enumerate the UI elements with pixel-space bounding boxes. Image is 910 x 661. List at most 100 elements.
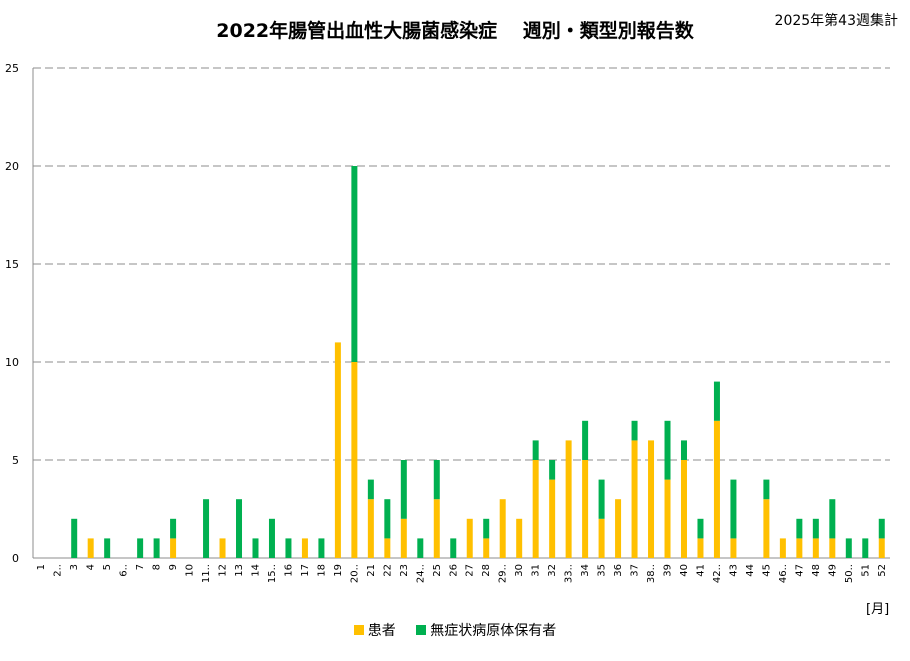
x-tick-label: 34 xyxy=(580,564,591,577)
bar-carrier-13 xyxy=(236,499,243,558)
bar-carrier-18 xyxy=(318,538,325,558)
aggregation-note: 2025年第43週集計 xyxy=(774,13,898,29)
x-tick-label: 25 xyxy=(432,564,443,577)
bar-carrier-37 xyxy=(631,420,638,441)
x-tick-label: 7 xyxy=(135,564,146,570)
x-tick-label: 37 xyxy=(630,564,641,577)
x-tick-label: 38.. xyxy=(646,564,657,583)
bar-carrier-15 xyxy=(268,518,275,558)
legend-swatch-carrier xyxy=(416,625,427,635)
x-tick-label: 41 xyxy=(695,564,706,577)
y-tick-label: 25 xyxy=(5,62,19,75)
x-tick-label: 52 xyxy=(877,564,888,577)
bar-patient-20 xyxy=(351,362,358,558)
x-tick-label: 40 xyxy=(679,564,690,577)
x-tick-label: 8 xyxy=(152,564,163,570)
x-tick-label: 16 xyxy=(283,564,294,577)
x-tick-label: 42.. xyxy=(712,564,723,583)
x-tick-label: 44 xyxy=(745,564,756,577)
x-tick-label: 18 xyxy=(316,564,327,577)
x-tick-label: 11.. xyxy=(201,564,212,583)
bar-patient-21 xyxy=(367,499,374,558)
bar-carrier-48 xyxy=(812,518,819,539)
bar-patient-48 xyxy=(812,538,819,558)
legend-label-carrier: 無症状病原体保有者 xyxy=(430,623,557,639)
x-tick-label: 17 xyxy=(300,564,311,577)
x-tick-label: 12 xyxy=(218,564,229,577)
bar-patient-39 xyxy=(664,479,671,558)
grid-layer: 0 5 10 15 20 25 xyxy=(5,62,890,565)
x-tick-label: 43 xyxy=(728,564,739,577)
y-tick-label: 5 xyxy=(12,454,19,467)
x-tick-label: 26 xyxy=(448,564,459,577)
bar-patient-17 xyxy=(301,538,308,558)
x-tick-label: 20.. xyxy=(349,564,360,583)
bar-carrier-7 xyxy=(137,538,144,558)
bar-carrier-39 xyxy=(664,420,671,480)
bar-carrier-21 xyxy=(367,479,374,500)
bar-patient-36 xyxy=(615,499,622,558)
x-axis-unit: [月] xyxy=(866,602,890,617)
bar-patient-40 xyxy=(680,460,687,558)
y-tick-label: 0 xyxy=(12,552,19,565)
bar-patient-25 xyxy=(433,499,440,558)
y-tick-label: 15 xyxy=(5,258,19,271)
bar-carrier-45 xyxy=(763,479,770,500)
bar-patient-29 xyxy=(499,499,506,558)
bar-carrier-24 xyxy=(417,538,424,558)
bar-carrier-35 xyxy=(598,479,605,519)
x-tick-label: 2.. xyxy=(53,564,64,577)
x-tick-label: 13 xyxy=(234,564,245,577)
ticks-layer: 1 2.. 3 4 5 6.. 7 8 9 10 11.. 12 13 14 15.. 16 17 18 19 20.… xyxy=(36,564,888,583)
x-tick-label: 46.. xyxy=(778,564,789,583)
x-tick-label: 27 xyxy=(465,564,476,577)
bar-patient-45 xyxy=(763,499,770,558)
x-tick-label: 3 xyxy=(69,564,80,570)
bars-layer xyxy=(71,166,885,558)
legend-label-patient: 患者 xyxy=(367,623,396,639)
bar-carrier-51 xyxy=(862,538,869,558)
legend-item-patient: 患者 xyxy=(353,620,396,640)
bar-patient-33 xyxy=(565,440,572,558)
bar-carrier-52 xyxy=(878,518,885,539)
bar-patient-47 xyxy=(796,538,803,558)
bar-patient-32 xyxy=(549,479,556,558)
y-tick-label: 10 xyxy=(5,356,19,369)
x-tick-label: 30 xyxy=(514,564,525,577)
bar-patient-37 xyxy=(631,440,638,558)
x-tick-label: 14 xyxy=(250,564,261,577)
bar-carrier-41 xyxy=(697,518,704,539)
x-tick-label: 5 xyxy=(102,564,113,570)
bar-patient-30 xyxy=(516,518,523,558)
x-tick-label: 10 xyxy=(185,564,196,577)
x-tick-label: 1 xyxy=(36,564,47,570)
bar-carrier-9 xyxy=(170,518,177,539)
chart-title: 2022年腸管出血性大腸菌感染症 週別・類型別報告数 xyxy=(216,20,694,42)
x-tick-label: 45 xyxy=(761,564,772,577)
x-tick-label: 29.. xyxy=(498,564,509,583)
x-tick-label: 31 xyxy=(531,564,542,577)
x-tick-label: 22 xyxy=(382,564,393,577)
bar-carrier-40 xyxy=(680,440,687,460)
bar-carrier-28 xyxy=(483,518,490,539)
x-tick-label: 28 xyxy=(481,564,492,577)
bar-carrier-11 xyxy=(203,499,210,558)
bar-carrier-5 xyxy=(104,538,111,558)
bar-carrier-31 xyxy=(532,440,539,460)
bar-patient-34 xyxy=(582,460,589,558)
x-tick-label: 47 xyxy=(794,564,805,577)
bar-patient-9 xyxy=(170,538,177,558)
x-tick-label: 36 xyxy=(613,564,624,577)
x-tick-label: 24.. xyxy=(415,564,426,583)
bar-patient-28 xyxy=(483,538,490,558)
x-tick-label: 32 xyxy=(547,564,558,577)
bar-carrier-8 xyxy=(153,538,160,558)
bar-patient-22 xyxy=(384,538,391,558)
bar-carrier-20 xyxy=(351,166,358,362)
bar-patient-52 xyxy=(878,538,885,558)
bar-carrier-50 xyxy=(845,538,852,558)
x-tick-label: 21 xyxy=(366,564,377,577)
bar-patient-43 xyxy=(730,538,737,558)
x-tick-label: 49 xyxy=(827,564,838,577)
